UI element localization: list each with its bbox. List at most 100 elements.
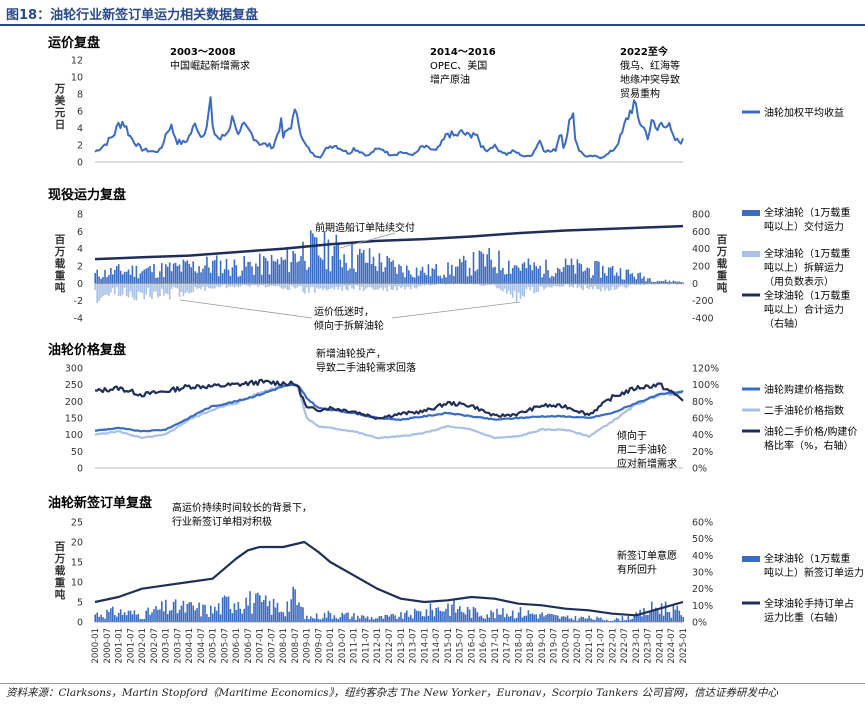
p4-orders-bar (245, 597, 247, 622)
p2-scrap-bar (551, 283, 553, 288)
p2-scrap-bar (127, 283, 130, 298)
p2-delivery-bar (653, 281, 655, 284)
p2-delivery-bar (674, 281, 677, 284)
p2-scrap-bar (194, 283, 196, 287)
p2-scrap-bar (290, 283, 292, 286)
p1-ytick: 4 (77, 124, 83, 135)
p2-y2tick: 400 (692, 244, 710, 255)
p2-scrap-bar (398, 283, 400, 287)
p2-scrap-bar (602, 283, 604, 288)
p2-scrap-bar (631, 283, 633, 285)
p4-orders-bar (264, 595, 267, 622)
p2-delivery-bar (676, 281, 679, 284)
p1-ylabel: 万 (54, 83, 66, 95)
p4-annot-high2: 行业新签订单相对积极 (172, 515, 272, 528)
p2-scrap-bar (647, 283, 649, 285)
p2-delivery-bar (210, 272, 212, 284)
x-tick-label: 2010-01 (326, 628, 336, 664)
p4-orders-bar (547, 613, 549, 622)
p2-scrap-bar (206, 283, 208, 287)
p4-y2tick: 50% (692, 534, 713, 545)
p2-scrap-bar (572, 283, 575, 288)
p2-delivery-bar (288, 272, 290, 284)
p4-orders-bar (551, 614, 553, 622)
p4-orders-bar (578, 618, 581, 622)
p4-orders-bar (419, 611, 422, 622)
p2-delivery-bar (133, 276, 136, 284)
p2-scrap-bar (123, 283, 126, 288)
p2-delivery-bar (500, 270, 502, 284)
p4-orders-bar (225, 597, 228, 622)
p2-delivery-bar (668, 280, 671, 284)
x-tick-label: 2001-01 (115, 628, 125, 664)
p4-orders-bar (165, 599, 167, 622)
p2-delivery-bar (474, 271, 477, 284)
p2-scrap-bar (500, 283, 502, 291)
p2-delivery-bar (182, 259, 185, 284)
p2-delivery-bar (310, 230, 312, 284)
x-tick-label: 2021-07 (597, 628, 607, 664)
p4-orders-bar (378, 616, 381, 622)
p2-scrap-bar (325, 283, 328, 291)
p4-orders-bar (94, 614, 96, 622)
p2-delivery-bar (298, 261, 300, 284)
p2-scrap-bar (560, 283, 563, 287)
p2-scrap-bar (651, 283, 653, 285)
p4-y2tick: 30% (692, 568, 713, 579)
p4-orders-bar (462, 612, 465, 622)
p2-delivery-bar (600, 277, 602, 284)
p4-orders-bar (480, 615, 483, 622)
x-tick-label: 2013-01 (397, 628, 407, 664)
p4-orders-bar (517, 612, 520, 622)
p2-scrap-bar (372, 283, 375, 290)
p2-delivery-bar (466, 276, 469, 284)
p2-delivery-bar (223, 269, 226, 284)
p2-delivery-bar (504, 274, 506, 284)
x-tick-label: 2020-01 (561, 628, 571, 664)
p2-delivery-bar (357, 254, 359, 284)
p2-scrap-bar (331, 283, 334, 288)
p2-delivery-bar (219, 260, 222, 284)
p2-scrap-bar (413, 283, 416, 289)
p2-scrap-bar (131, 283, 134, 298)
p1-freight-line (94, 96, 684, 160)
p2-scrap-bar (208, 283, 210, 288)
p2-scrap-bar (104, 283, 106, 295)
p2-scrap-bar (190, 283, 192, 293)
p2-scrap-bar (486, 283, 488, 285)
p4-orders-bar (433, 616, 436, 622)
p4-orders-bar (558, 618, 561, 622)
p2-annot-scrap2: 倾向于拆解油轮 (314, 319, 384, 332)
p4-orders-bar (241, 613, 243, 622)
p2-delivery-bar (135, 265, 138, 284)
p4-orders-bar (157, 609, 159, 622)
p2-delivery-bar (321, 259, 324, 284)
p4-orders-bar (374, 618, 377, 622)
p2-scrap-bar (478, 283, 481, 286)
p2-scrap-bar (680, 283, 682, 285)
p4-orders-bar (276, 602, 279, 622)
p2-delivery-bar (186, 260, 189, 284)
p4-orders-bar (98, 616, 100, 622)
x-tick-label: 2005-01 (209, 628, 219, 664)
p2-delivery-bar (498, 250, 500, 284)
x-tick-label: 2023-07 (644, 628, 654, 664)
p2-ylabel: 载 (55, 257, 66, 270)
p4-orders-bar (429, 603, 432, 622)
p4-orders-bar (366, 616, 369, 622)
p4-orders-bar (498, 614, 500, 622)
p2-scrap-bar (429, 283, 432, 286)
p2-scrap-bar (302, 283, 304, 292)
p4-orders-bar (643, 607, 645, 622)
p4-orders-bar (131, 614, 134, 622)
p4-orders-bar (288, 611, 290, 622)
p2-scrap-bar (268, 283, 271, 287)
p4-orders-bar (413, 608, 416, 622)
p2-delivery-bar (415, 267, 418, 284)
legend-p1-label: 油轮加权平均收益 (764, 106, 844, 119)
p4-orders-bar (204, 605, 206, 622)
p2-delivery-bar (229, 276, 232, 284)
p2-delivery-bar (129, 274, 132, 284)
p2-delivery-bar (413, 277, 416, 284)
p4-orders-bar (133, 610, 136, 622)
